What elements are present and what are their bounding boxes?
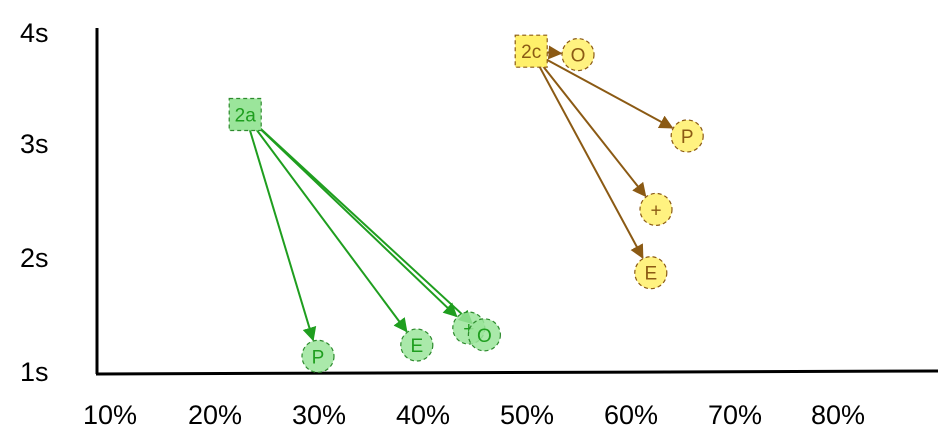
target-point [301,339,335,373]
target-label: + [463,319,474,340]
x-tick-labels: 10% 20% 30% 40% 50% 60% 70% 80% [83,400,865,430]
arrow [530,50,644,259]
target-label: E [410,336,423,357]
x-axis-line [95,369,938,376]
x-tick-label: 70% [708,400,762,430]
y-tick-label: 1s [20,357,49,387]
target-label: O [571,46,586,67]
target-point [400,328,434,362]
target-label: + [650,200,661,221]
source-point [228,97,262,132]
target-point [561,37,595,72]
arrow [244,113,408,333]
source-label: 2a [235,105,257,126]
y-tick-labels: 1s 2s 3s 4s [20,18,49,387]
arrow [530,50,647,198]
x-tick-label: 40% [396,400,450,430]
target-point [670,119,704,153]
target-label: P [681,127,694,148]
target-point [639,192,673,227]
x-tick-label: 60% [604,400,658,430]
arrow [530,50,674,129]
target-point [634,256,668,290]
source-label: 2c [521,42,541,63]
x-tick-label: 30% [292,400,346,430]
source-point [514,34,548,68]
y-tick-label: 3s [20,129,49,159]
target-label: P [312,347,325,368]
arrow [244,114,317,342]
y-tick-label: 2s [20,243,49,273]
arrows [244,45,674,342]
target-label: E [644,264,657,285]
y-tick-label: 4s [20,18,49,48]
axes [95,28,938,376]
x-tick-label: 10% [83,400,137,430]
arrow [244,113,473,325]
x-tick-label: 80% [811,400,865,430]
x-tick-label: 20% [188,400,242,430]
target-point [467,318,501,352]
target-label: O [477,326,492,347]
x-tick-label: 50% [500,400,554,430]
